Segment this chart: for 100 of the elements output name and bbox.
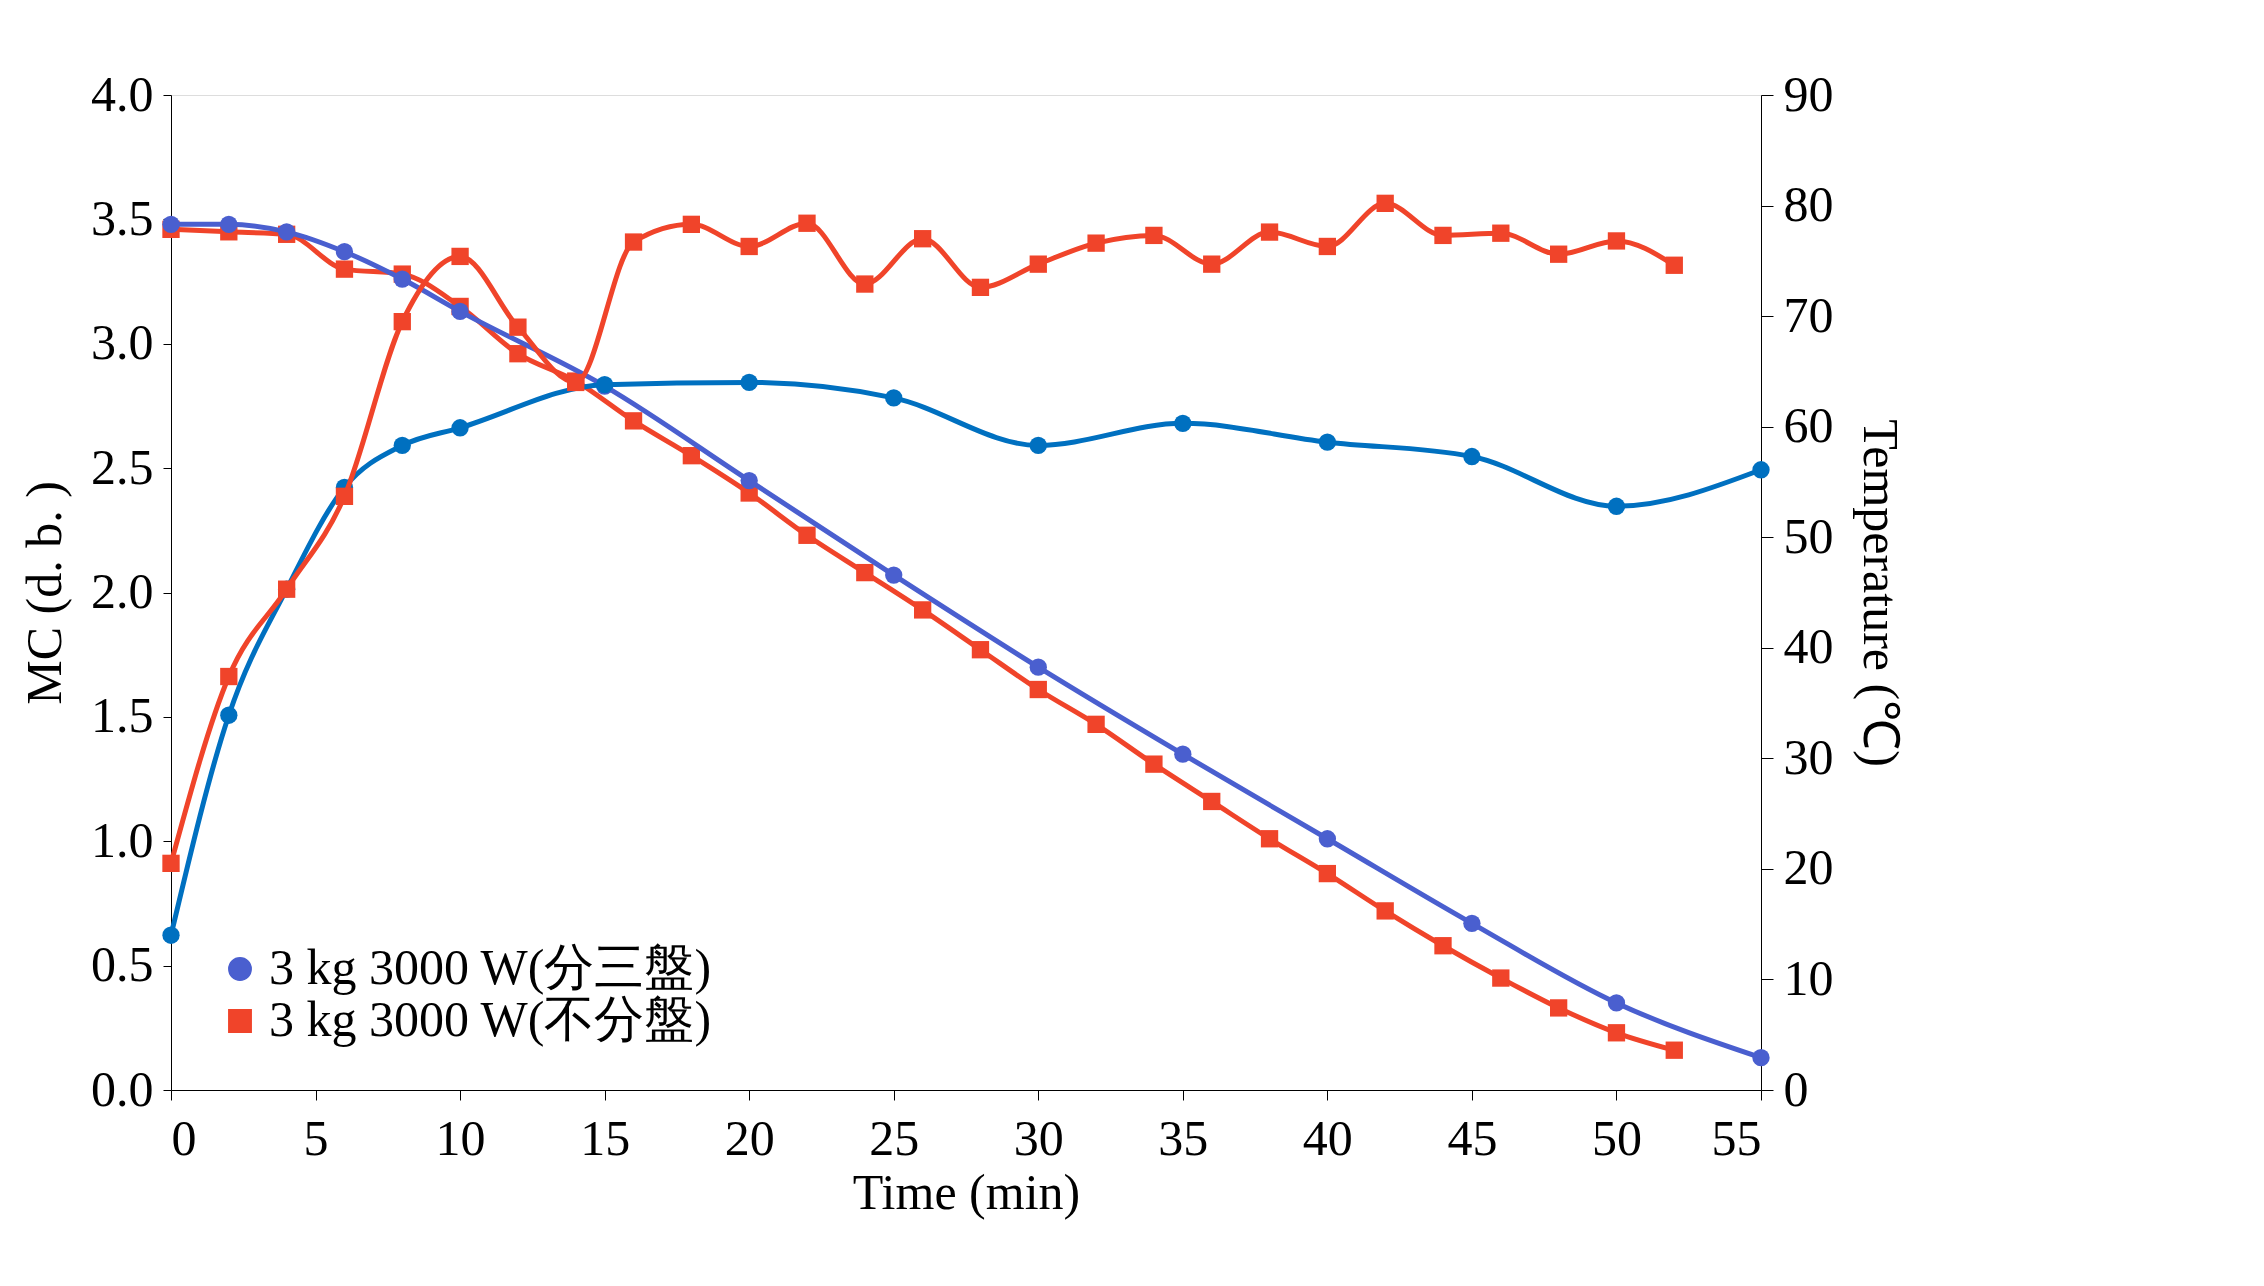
point <box>1463 914 1481 932</box>
point <box>1318 433 1337 451</box>
point <box>1549 245 1568 263</box>
point <box>451 419 469 437</box>
point <box>1260 223 1279 241</box>
point <box>162 926 180 944</box>
x-tick-label: 45 <box>1447 1109 1498 1166</box>
point <box>740 237 758 256</box>
y-tick-label: 2.5 <box>91 438 154 495</box>
y2-tick-label: 90 <box>1783 65 1834 122</box>
x-tick-label: 5 <box>303 1109 329 1166</box>
point <box>451 247 469 266</box>
y2-axis-title: Temperature (℃) <box>1852 419 1909 767</box>
point <box>740 373 758 392</box>
point <box>1434 937 1452 955</box>
point <box>393 270 411 288</box>
point <box>1318 830 1337 848</box>
point <box>1492 224 1510 242</box>
y-tick-label: 2.0 <box>91 563 154 619</box>
point <box>509 318 527 336</box>
point <box>798 526 816 544</box>
point <box>1260 830 1279 848</box>
point <box>1752 461 1770 479</box>
point <box>856 563 874 582</box>
y-tick-label: 4.0 <box>91 65 154 122</box>
y-tick-label: 3.0 <box>91 314 154 371</box>
y-tick-label: 0.0 <box>91 1060 154 1117</box>
point <box>162 215 180 233</box>
y2-tick-label: 50 <box>1783 507 1834 564</box>
point <box>1087 234 1105 252</box>
point <box>1145 226 1163 245</box>
point <box>1607 232 1626 250</box>
x-tick-label: 25 <box>869 1109 920 1166</box>
point <box>1752 1049 1770 1067</box>
point <box>1029 658 1047 676</box>
point <box>1029 255 1047 273</box>
point <box>913 230 932 248</box>
x-tick-label: 30 <box>1013 1109 1064 1166</box>
y-axis-title: MC (d. b. ) <box>16 481 72 705</box>
point <box>1607 1024 1626 1042</box>
point <box>1174 414 1192 432</box>
point <box>1145 755 1163 773</box>
y-tick-label: 1.5 <box>91 687 154 744</box>
point <box>1463 447 1481 466</box>
point <box>1492 969 1510 987</box>
x-tick-label: 20 <box>724 1109 775 1166</box>
point <box>1203 792 1221 811</box>
point <box>335 260 354 278</box>
point <box>509 345 527 363</box>
point <box>335 487 354 505</box>
y-tick-label: 1.0 <box>91 811 154 868</box>
y2-tick-label: 10 <box>1783 949 1834 1006</box>
x-tick-label: 15 <box>580 1109 631 1166</box>
point <box>220 706 238 724</box>
point <box>220 215 238 233</box>
point <box>1029 436 1047 455</box>
x-tick-label: 55 <box>1711 1109 1762 1166</box>
point <box>451 302 469 321</box>
point <box>393 436 411 455</box>
x-tick-label: 10 <box>435 1109 486 1166</box>
point <box>335 243 354 261</box>
point <box>1174 745 1192 763</box>
x-tick-label: 40 <box>1302 1109 1353 1166</box>
point <box>885 389 903 407</box>
point <box>1607 994 1626 1012</box>
point <box>220 667 238 686</box>
y2-tick-label: 60 <box>1783 397 1834 454</box>
point <box>1318 864 1337 883</box>
point <box>885 566 903 584</box>
point <box>856 275 874 293</box>
point <box>1376 194 1394 213</box>
y2-tick-label: 70 <box>1783 286 1834 343</box>
x-tick-label: 50 <box>1591 1109 1642 1166</box>
point <box>1029 680 1047 699</box>
y2-tick-label: 30 <box>1783 728 1834 785</box>
point <box>971 641 990 659</box>
point <box>1549 999 1568 1017</box>
point <box>798 214 816 232</box>
point <box>624 233 643 251</box>
y-tick-label: 3.5 <box>91 189 154 246</box>
point <box>1665 1041 1683 1059</box>
point <box>1318 237 1337 256</box>
x-tick-label: 0 <box>171 1109 197 1166</box>
point <box>682 215 701 234</box>
point <box>1376 902 1394 920</box>
y-tick-label: 0.5 <box>91 936 154 993</box>
y2-tick-label: 40 <box>1783 618 1834 675</box>
x-axis-title: Time (min) <box>852 1163 1081 1220</box>
point <box>913 601 932 619</box>
y2-tick-label: 20 <box>1783 839 1834 896</box>
point <box>1434 226 1452 245</box>
y2-tick-label: 80 <box>1783 176 1834 233</box>
point <box>740 471 758 490</box>
point <box>393 312 411 331</box>
point <box>162 854 180 873</box>
point <box>1607 497 1626 515</box>
point <box>682 447 701 465</box>
point <box>1665 256 1683 274</box>
point <box>971 278 990 297</box>
y2-tick-label: 0 <box>1783 1060 1809 1117</box>
